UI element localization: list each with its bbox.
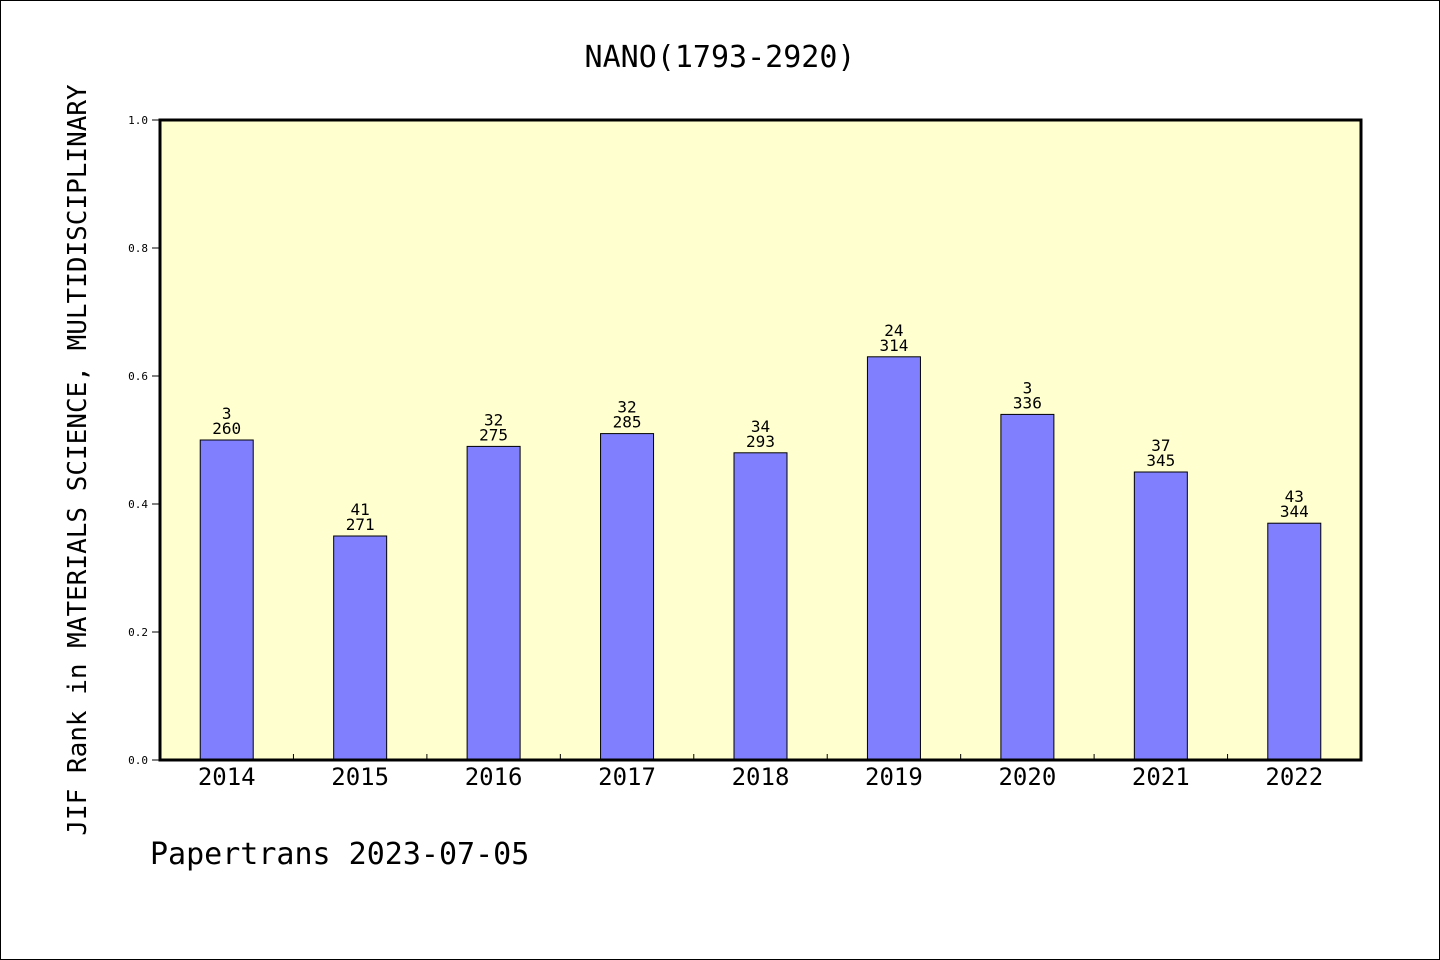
bar-label-top: 41 xyxy=(351,500,370,519)
y-tick-label: 0.2 xyxy=(128,626,148,639)
x-tick-label: 2018 xyxy=(732,763,790,791)
bar-label-top: 24 xyxy=(884,321,903,340)
bar-label-bottom: 336 xyxy=(1013,393,1042,412)
y-tick-label: 0.4 xyxy=(128,498,148,511)
bar-label-top: 34 xyxy=(751,417,770,436)
y-tick-label: 0.8 xyxy=(128,242,148,255)
bar-label-bottom: 314 xyxy=(879,336,908,355)
x-tick-label: 2016 xyxy=(465,763,523,791)
y-tick-label: 0.6 xyxy=(128,370,148,383)
bar-label-bottom: 293 xyxy=(746,432,775,451)
y-tick-label: 1.0 xyxy=(128,114,148,127)
bar xyxy=(733,452,788,761)
x-tick-label: 2014 xyxy=(198,763,256,791)
chart-title: NANO(1793-2920) xyxy=(585,40,856,75)
bar xyxy=(333,535,388,761)
x-tick-label: 2015 xyxy=(331,763,389,791)
x-tick-label: 2017 xyxy=(598,763,656,791)
bar xyxy=(1133,471,1188,761)
bar-label-bottom: 344 xyxy=(1280,502,1309,521)
bar xyxy=(1000,413,1055,761)
footer-text: Papertrans 2023-07-05 xyxy=(150,837,529,872)
bar-label-top: 37 xyxy=(1151,436,1170,455)
bar xyxy=(199,439,254,761)
bar-label-bottom: 345 xyxy=(1146,451,1175,470)
bar-label-top: 3 xyxy=(222,404,232,423)
bar xyxy=(1267,522,1322,761)
bar xyxy=(600,433,655,761)
bar-label-top: 43 xyxy=(1285,487,1304,506)
x-tick-label: 2021 xyxy=(1132,763,1190,791)
bar xyxy=(466,445,521,761)
y-tick-label: 0.0 xyxy=(128,754,148,767)
x-tick-label: 2020 xyxy=(998,763,1056,791)
ticks-group: 2014 2015 2016 2017 2018 2019 2020 2021 2022 0.0 0… xyxy=(128,114,1323,791)
bar-label-top: 32 xyxy=(484,410,503,429)
bar-label-top: 32 xyxy=(617,398,636,417)
bar-label-bottom: 260 xyxy=(212,419,241,438)
bar-label-bottom: 285 xyxy=(613,413,642,432)
bar-label-bottom: 275 xyxy=(479,425,508,444)
y-axis-label: JIF Rank in MATERIALS SCIENCE, MULTIDISC… xyxy=(63,84,93,836)
x-tick-label: 2022 xyxy=(1265,763,1323,791)
bar-label-top: 3 xyxy=(1023,378,1033,397)
bar-label-bottom: 271 xyxy=(346,515,375,534)
plot-border xyxy=(158,118,1363,762)
bar xyxy=(866,356,921,761)
x-tick-label: 2019 xyxy=(865,763,923,791)
